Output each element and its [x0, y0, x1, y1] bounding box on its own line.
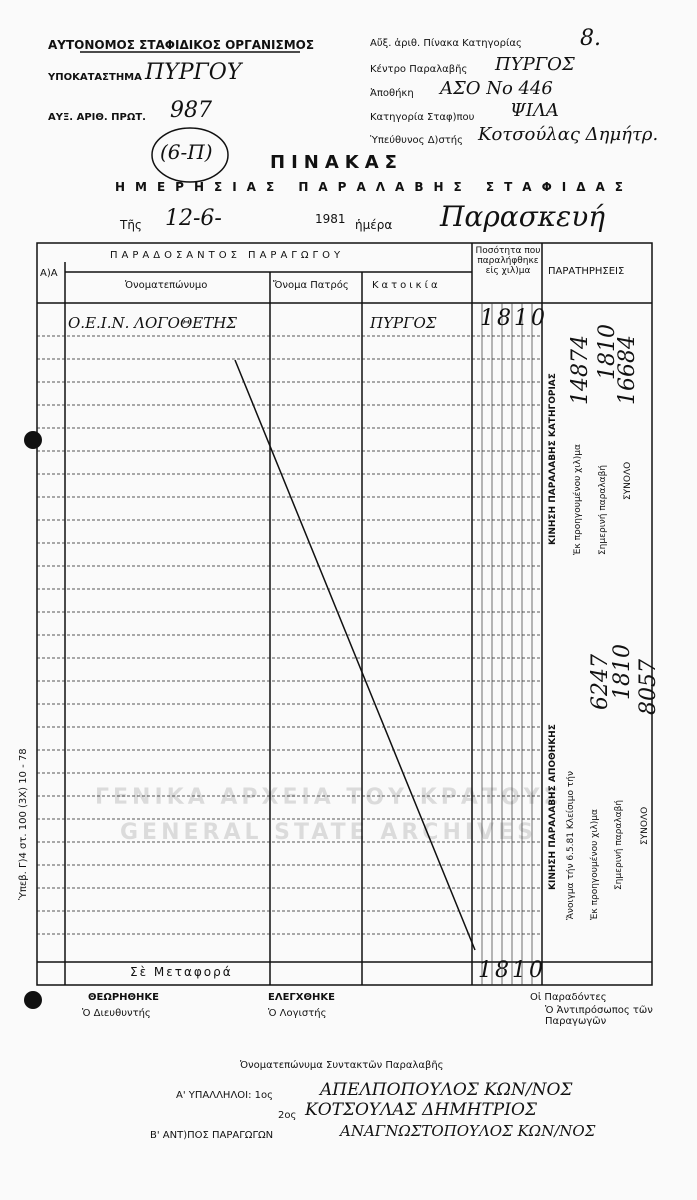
cell: ΠΥΡΓΟΣ	[370, 314, 437, 332]
handwritten: Κοτσούλας Δημήτρ.	[478, 124, 659, 145]
handwritten: 8.	[580, 26, 601, 51]
handwritten: 12-6-	[165, 206, 222, 231]
label: ΣΥΝΟΛΟ	[640, 806, 650, 845]
org-name: ΑΥΤΟΝΟΜΟΣ ΣΤΑΦΙΔΙΚΟΣ ΟΡΓΑΝΙΣΜΟΣ	[48, 38, 315, 52]
label: Ἄνοιγμα τήν 6.5.81 Κλείσιμο τήν	[566, 771, 576, 920]
side-title: ΚΙΝΗΣΗ ΠΑΡΑΛΑΒΗΣ ΚΑΤΗΓΟΡΙΑΣ	[548, 373, 558, 545]
label: Ὑπεύθυνος Δ)στής	[370, 135, 464, 146]
column-header: ΠΑΡΑΤΗΡΗΣΕΙΣ	[548, 266, 625, 277]
label: Ἐκ προηγουμένου χιλ)μα	[590, 809, 600, 920]
handwritten: 1810	[478, 958, 546, 983]
label: Β' ΑΝΤ)ΠΟΣ ΠΑΡΑΓΩΓΩΝ	[150, 1130, 274, 1141]
handwritten: ΚΟΤΣΟΥΛΑΣ ΔΗΜΗΤΡΙΟΣ	[305, 1100, 537, 1120]
cell: 1810	[480, 306, 548, 331]
label: ΘΕΩΡΗΘΗΚΕ	[88, 992, 159, 1003]
label: Τῆς	[120, 218, 142, 232]
label: Κατηγορία Σταφ)που	[370, 112, 475, 123]
label: ἡμέρα	[355, 218, 393, 232]
year: 1981	[315, 212, 346, 226]
cell: Ο.Ε.Ι.Ν. ΛΟΓΟΘΕΤΗΣ	[68, 314, 237, 332]
label: Αὔξ. ἀριθ. Πίνακα Κατηγορίας	[370, 38, 522, 49]
label: Σημερινή παραλαβή	[614, 799, 624, 890]
watermark: GENERAL STATE ARCHIVES	[120, 820, 537, 845]
label: Ὁ Ἀντιπρόσωπος τῶν Παραγωγῶν	[545, 1005, 653, 1027]
label: Ὁ Λογιστής	[268, 1008, 327, 1019]
handwritten: 8057	[636, 659, 661, 715]
label: Κέντρο Παραλαβῆς	[370, 64, 468, 75]
handwritten: 16684	[615, 335, 640, 405]
handwritten: ΠΥΡΓΟΥ	[145, 60, 242, 85]
label: ΣΥΝΟΛΟ	[623, 461, 633, 500]
watermark: ΓΕΝΙΚΑ ΑΡΧΕΙΑ ΤΟΥ ΚΡΑΤΟΥΣ	[95, 785, 563, 810]
form-code: Ὑπεβ. Γ)4 στ. 100 (3X) 10 - 78	[18, 748, 29, 900]
column-header: Ποσότητα που παραλήφθηκε εἰς χιλ)μα	[475, 246, 541, 276]
column-header: Ὄνομα Πατρός	[273, 280, 349, 291]
handwritten: ΑΣΟ Νο 446	[440, 78, 553, 99]
label: ΥΠΟΚΑΤΑΣΤΗΜΑ	[48, 72, 142, 83]
label: Ἐκ προηγουμένου χιλ)μα	[573, 444, 583, 555]
column-header: Ὀνοματεπώνυμο	[125, 280, 208, 291]
label: 2ος	[278, 1110, 297, 1121]
label: Ἀποθήκη	[370, 88, 414, 99]
handwritten: ΑΝΑΓΝΩΣΤΟΠΟΥΛΟΣ ΚΩΝ/ΝΟΣ	[340, 1122, 596, 1140]
handwritten: ΨΙΛΑ	[510, 100, 559, 121]
label: Οἱ Παραδόντες	[530, 992, 607, 1003]
label: Σὲ Μεταφορά	[130, 965, 233, 979]
column-header: Κατοικία	[372, 280, 441, 291]
handwritten: 987	[170, 98, 212, 123]
form-title: ΠΙΝΑΚΑΣ	[270, 152, 403, 173]
handwritten: (6-Π)	[160, 140, 213, 164]
label: Σημερινή παραλαβή	[598, 464, 608, 555]
column-header: ΠΑΡΑΔΟΣΑΝΤΟΣ ΠΑΡΑΓΩΓΟΥ	[110, 250, 345, 261]
label: Α' ΥΠΑΛΛΗΛΟΙ: 1ος	[176, 1090, 273, 1101]
form-subtitle: ΗΜΕΡΗΣΙΑΣ ΠΑΡΑΛΑΒΗΣ ΣΤΑΦΙΔΑΣ	[115, 180, 634, 194]
handwritten: 1810	[610, 644, 635, 700]
handwritten: 14874	[568, 335, 593, 405]
label: ΕΛΕΓΧΘΗΚΕ	[268, 992, 335, 1003]
handwritten: ΑΠΕΛΠΟΠΟΥΛΟΣ ΚΩΝ/ΝΟΣ	[320, 1080, 573, 1100]
handwritten: Παρασκευή	[440, 200, 605, 233]
column-header: Α)Α	[40, 268, 58, 279]
label: ΑΥΞ. ΑΡΙΘ. ΠΡΩΤ.	[48, 112, 146, 123]
label: Ὁ Διευθυντής	[82, 1008, 151, 1019]
handwritten: ΠΥΡΓΟΣ	[495, 54, 575, 75]
label: Ὀνοματεπώνυμα Συντακτῶν Παραλαβῆς	[240, 1060, 444, 1071]
